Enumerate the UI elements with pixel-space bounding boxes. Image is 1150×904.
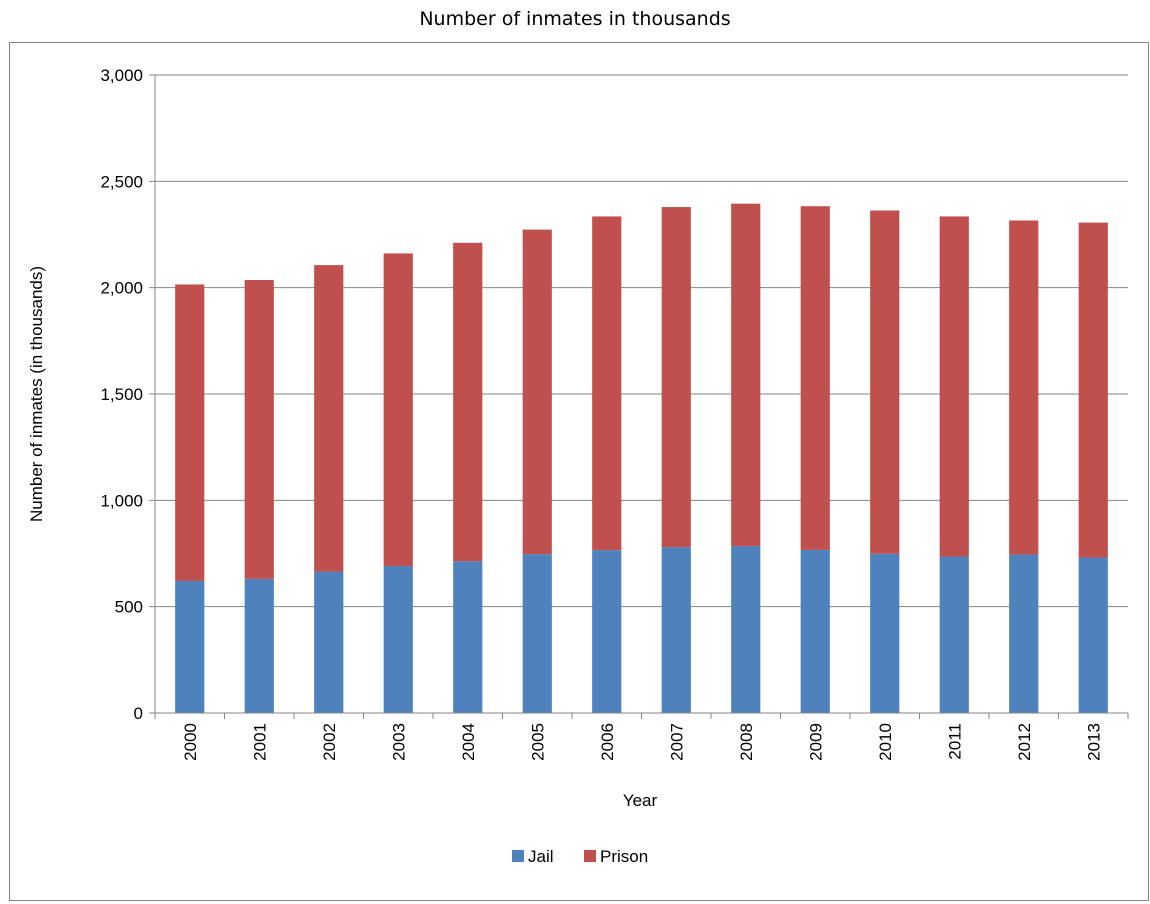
- x-tick-label: 2002: [320, 723, 339, 761]
- bar-jail-2005: [522, 554, 552, 713]
- bar-prison-2002: [314, 265, 344, 572]
- x-axis-title: Year: [623, 791, 658, 810]
- bars: [175, 203, 1108, 713]
- y-tick-labels: 0 500 1,000 1,500 2,000 2,500 3,000: [100, 66, 143, 723]
- bar-jail-2004: [453, 561, 483, 713]
- x-tick-label: 2010: [876, 723, 895, 761]
- bar-prison-2012: [1009, 220, 1039, 555]
- bar-prison-2013: [1078, 222, 1108, 558]
- bar-jail-2010: [870, 553, 900, 713]
- bar-jail-2013: [1078, 557, 1108, 713]
- y-tick-label: 3,000: [100, 66, 143, 85]
- bar-jail-2003: [383, 566, 413, 713]
- bar-prison-2006: [592, 216, 622, 551]
- bar-prison-2004: [453, 242, 483, 562]
- bar-prison-2009: [800, 206, 830, 550]
- bar-jail-2007: [661, 547, 691, 713]
- bar-prison-2007: [661, 207, 691, 548]
- chart-frame: [9, 42, 1149, 901]
- x-tick-label: 2004: [459, 723, 478, 761]
- bar-prison-2011: [939, 216, 969, 557]
- legend-swatch-prison: [584, 850, 596, 862]
- bar-jail-2012: [1009, 554, 1039, 713]
- x-tick-label: 2001: [250, 723, 269, 761]
- x-tick-label: 2013: [1084, 723, 1103, 761]
- axes: [149, 74, 1129, 719]
- bar-prison-2005: [522, 229, 552, 555]
- y-tick-label: 1,500: [100, 385, 143, 404]
- x-tick-label: 2005: [528, 723, 547, 761]
- bar-jail-2000: [175, 580, 205, 713]
- y-axis-title: Number of inmates (in thousands): [27, 266, 46, 522]
- bar-prison-2010: [870, 210, 900, 554]
- bar-prison-2000: [175, 284, 205, 581]
- chart-title: Number of inmates in thousands: [419, 8, 731, 30]
- legend-label-prison: Prison: [600, 847, 648, 866]
- y-tick-label: 1,000: [100, 491, 143, 510]
- y-tick-label: 2,000: [100, 279, 143, 298]
- x-tick-label: 2009: [806, 723, 825, 761]
- x-tick-label: 2003: [389, 723, 408, 761]
- x-tick-label: 2006: [598, 723, 617, 761]
- x-tick-label: 2008: [737, 723, 756, 761]
- x-tick-label: 2011: [945, 723, 964, 760]
- bar-prison-2003: [383, 253, 413, 567]
- legend-swatch-jail: [512, 850, 524, 862]
- gridlines: [155, 74, 1128, 608]
- bar-jail-2002: [314, 571, 344, 713]
- bar-jail-2006: [592, 550, 622, 713]
- legend-label-jail: Jail: [528, 847, 554, 866]
- x-tick-label: 2012: [1015, 723, 1034, 761]
- x-tick-labels: 2000 2001 2002 2003 2004 2005 2006 2007 2008 2009…: [181, 723, 1104, 761]
- x-tick-label: 2000: [181, 723, 200, 761]
- y-tick-label: 0: [134, 704, 143, 723]
- bar-jail-2001: [244, 578, 274, 713]
- bar-jail-2011: [939, 556, 969, 713]
- bar-jail-2008: [731, 546, 761, 713]
- bar-prison-2008: [731, 203, 761, 547]
- y-tick-label: 2,500: [100, 172, 143, 191]
- y-tick-label: 500: [115, 598, 143, 617]
- x-tick-label: 2007: [667, 723, 686, 761]
- bar-prison-2001: [244, 280, 274, 579]
- legend: Jail Prison: [512, 847, 648, 866]
- bar-jail-2009: [800, 549, 830, 713]
